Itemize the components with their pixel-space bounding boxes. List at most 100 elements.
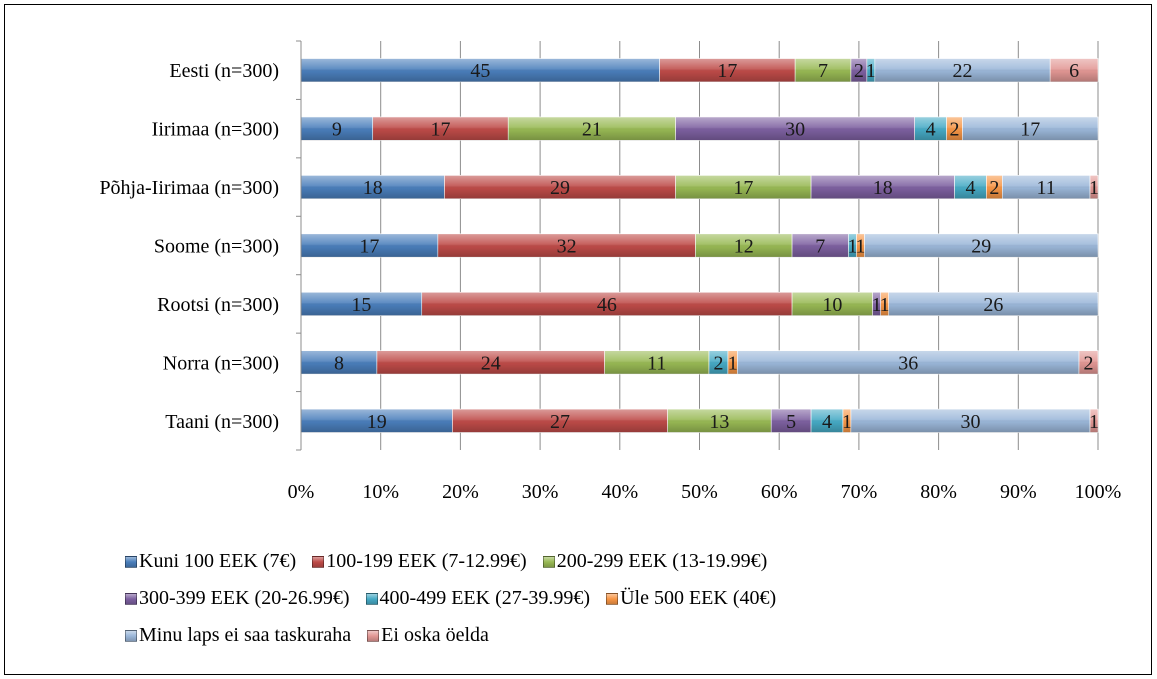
- category-label: Soome (n=300): [154, 236, 279, 258]
- bar-segment-shading: [667, 409, 772, 433]
- data-label: 1: [1089, 411, 1099, 433]
- x-tick-label: 40%: [601, 481, 638, 503]
- legend-swatch: [312, 555, 325, 568]
- bar-segment-shading: [695, 233, 793, 258]
- bar-segment-shading: [874, 58, 1051, 82]
- bar-segment-shading: [737, 350, 1080, 375]
- legend-item: Kuni 100 EEK (7€): [125, 550, 296, 573]
- data-label: 2: [989, 177, 999, 199]
- data-label: 30: [785, 119, 805, 141]
- legend-swatch: [367, 629, 380, 642]
- legend-label: Ei oska öelda: [381, 624, 489, 646]
- bar-segment-shading: [708, 350, 728, 375]
- x-tick-label: 100%: [1075, 481, 1122, 503]
- legend-label: Üle 500 EEK (40€): [620, 587, 777, 609]
- legend-swatch: [125, 592, 137, 605]
- chart-frame: 45 17 7 2 1 22 6 9 17 21 30 4 2 17 18 29 17 18 4 2 11 1 17 32 12…: [4, 4, 1152, 675]
- legend-swatch: [125, 555, 137, 568]
- data-label: 29: [550, 177, 570, 199]
- legend-label: Kuni 100 EEK (7€): [139, 550, 297, 572]
- bar-segment-shading: [301, 350, 377, 375]
- legend-item: 400-499 EEK (27-39.99€): [365, 587, 590, 610]
- bar-segment-shading: [856, 233, 865, 258]
- bar-segment-shading: [850, 409, 1091, 433]
- bar-segment-shading: [792, 292, 873, 316]
- legend-item: 100-199 EEK (7-12.99€): [312, 550, 527, 573]
- data-label: 26: [983, 294, 1003, 316]
- bar-segment-shading: [675, 116, 915, 141]
- data-label: 7: [818, 60, 828, 82]
- axes: 0% 10% 20% 30% 40% 50% 60% 70% 80% 90% 100% Eesti (…: [99, 40, 1122, 503]
- data-label: 2: [854, 60, 864, 82]
- bar-segment-shading: [864, 233, 1098, 258]
- bar-segment-shading: [795, 58, 851, 82]
- bar-segment-shading: [301, 58, 660, 82]
- bar-segment-shading: [372, 116, 509, 141]
- data-label: 1: [866, 60, 876, 82]
- data-label: 17: [717, 60, 737, 82]
- legend-swatch: [542, 555, 555, 568]
- data-label: 12: [734, 236, 754, 258]
- bar-segment-shading: [437, 233, 696, 258]
- data-label: 4: [965, 177, 975, 199]
- data-label: 46: [597, 294, 617, 316]
- data-label: 21: [582, 119, 602, 141]
- legend-swatch: [606, 592, 619, 605]
- legend-row: Minu laps ei saa taskuraha Ei oska öelda: [125, 617, 1125, 654]
- bar-segment-shading: [872, 292, 881, 316]
- bar-segment-shading: [508, 116, 676, 141]
- bar-segment-shading: [604, 350, 709, 375]
- x-tick-label: 90%: [1000, 481, 1037, 503]
- bar-segment-shading: [946, 116, 963, 141]
- bar-segment-shading: [962, 116, 1098, 141]
- data-label: 19: [367, 411, 387, 433]
- bar-segment-shading: [1079, 350, 1098, 375]
- data-label: 2: [713, 352, 723, 374]
- bar-segment-shading: [888, 292, 1098, 316]
- data-label: 7: [815, 236, 825, 258]
- bar-segment-shading: [1002, 175, 1091, 199]
- legend-item: 200-299 EEK (13-19.99€): [542, 550, 768, 573]
- bar-segment-shading: [914, 116, 947, 141]
- x-tick-label: 80%: [920, 481, 957, 503]
- data-label: 10: [822, 294, 842, 316]
- legend: Kuni 100 EEK (7€) 100-199 EEK (7-12.99€)…: [125, 543, 1125, 654]
- data-label: 2: [1084, 352, 1094, 374]
- bar-segment-shading: [301, 116, 373, 141]
- data-label: 1: [728, 352, 738, 374]
- x-tick-label: 70%: [841, 481, 878, 503]
- x-tick-label: 20%: [442, 481, 479, 503]
- data-label: 5: [786, 411, 796, 433]
- data-label: 17: [359, 236, 379, 258]
- bar-segment-shading: [771, 409, 812, 433]
- data-label: 1: [1089, 177, 1099, 199]
- data-label: 1: [842, 411, 852, 433]
- data-label: 29: [971, 236, 991, 258]
- data-label: 1: [847, 236, 857, 258]
- data-label: 1: [856, 236, 866, 258]
- bar-segment-shading: [848, 233, 857, 258]
- bar-segment-shading: [301, 233, 438, 258]
- data-label: 9: [332, 119, 342, 141]
- bar-segment-shading: [866, 58, 875, 82]
- legend-item: 300-399 EEK (20-26.99€): [125, 587, 350, 610]
- data-label: 11: [1037, 177, 1056, 199]
- bar-segment-shading: [376, 350, 605, 375]
- x-tick-label: 10%: [362, 481, 399, 503]
- legend-item: Minu laps ei saa taskuraha: [125, 624, 351, 647]
- bar-segment-shading: [880, 292, 889, 316]
- data-label: 2: [950, 119, 960, 141]
- bar-segment-shading: [727, 350, 738, 375]
- bar-segment-shading: [301, 409, 453, 433]
- bar-segment-shading: [850, 58, 867, 82]
- x-tick-label: 30%: [522, 481, 559, 503]
- x-tick-label: 50%: [681, 481, 718, 503]
- data-label: 17: [1020, 119, 1040, 141]
- category-label: Iirimaa (n=300): [152, 119, 279, 141]
- data-label: 4: [822, 411, 832, 433]
- bar-segment-shading: [444, 175, 676, 199]
- legend-label: 200-299 EEK (13-19.99€): [556, 550, 768, 572]
- legend-swatch: [365, 592, 378, 605]
- data-label: 18: [363, 177, 383, 199]
